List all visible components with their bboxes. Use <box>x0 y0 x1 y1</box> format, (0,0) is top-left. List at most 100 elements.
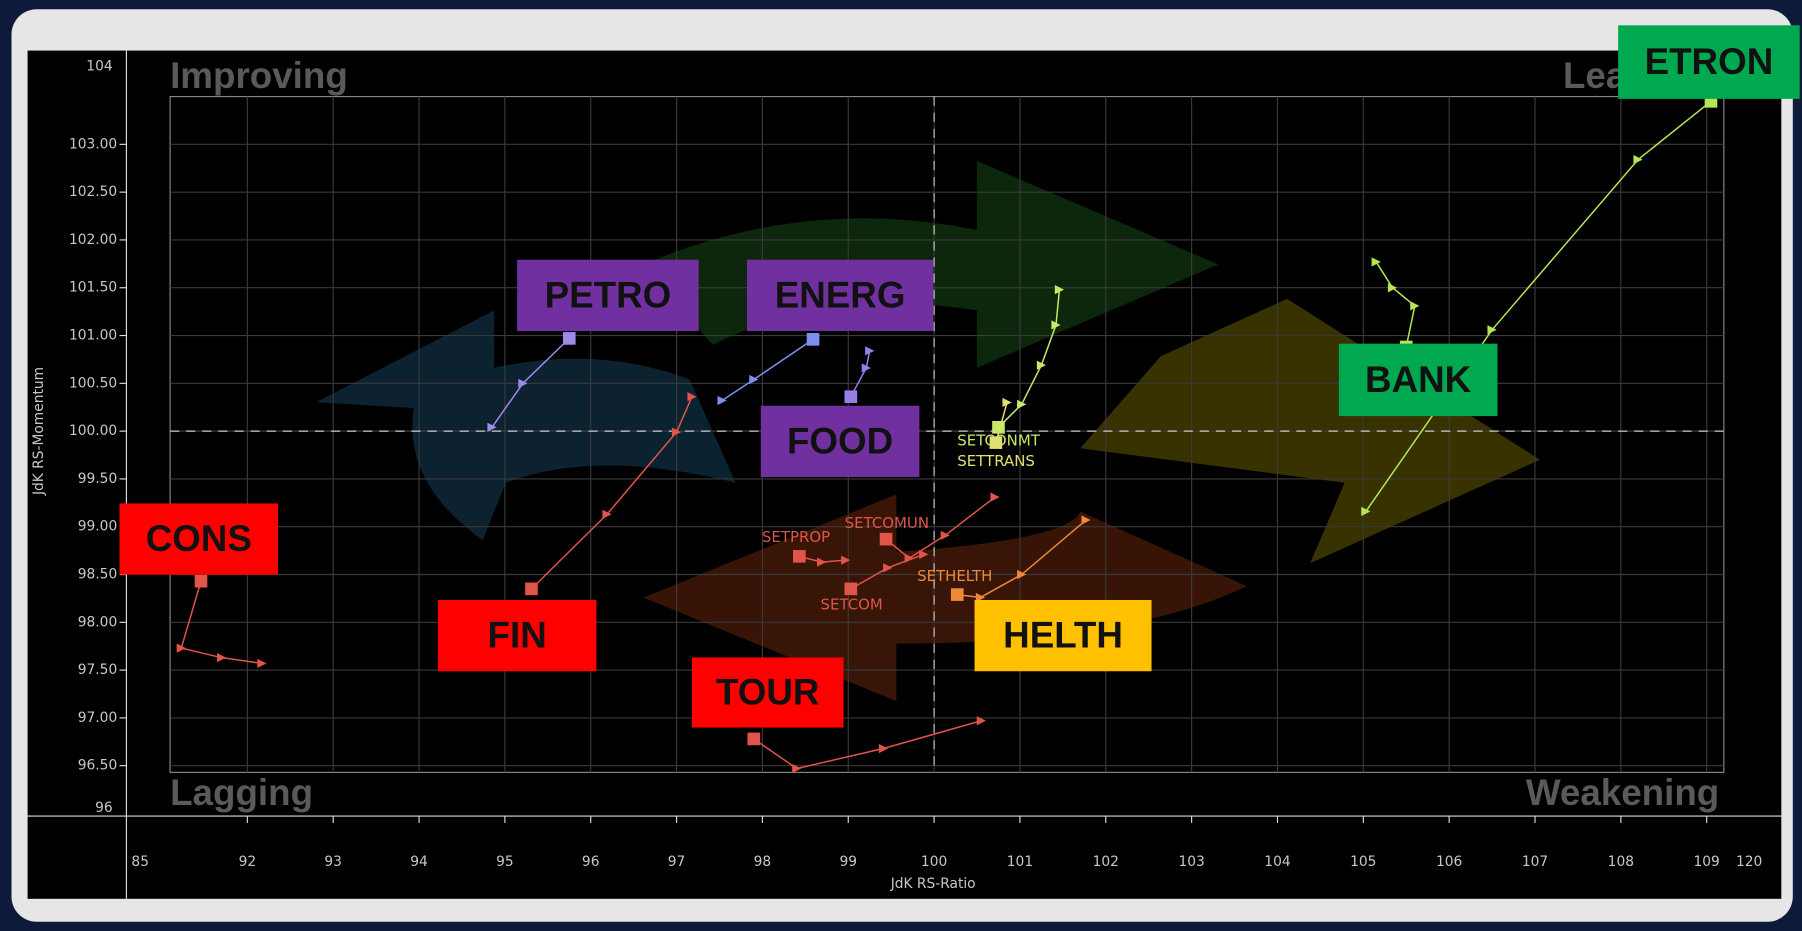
y-tick-label: 97.50 <box>78 662 117 678</box>
tail-marker <box>1017 569 1027 580</box>
y-tick-label: 99.00 <box>78 519 117 535</box>
x-tick-label: 104 <box>1264 854 1290 870</box>
tail-marker <box>216 653 227 663</box>
head-marker <box>879 532 893 546</box>
head-marker <box>806 333 820 346</box>
x-tick-label: 100 <box>921 854 947 870</box>
tail-marker <box>975 592 986 603</box>
tail-marker <box>1371 257 1381 267</box>
tail-marker <box>1054 285 1065 295</box>
quadrant-label: Improving <box>170 55 348 96</box>
tag-box <box>1338 343 1498 417</box>
tail <box>530 396 693 590</box>
y-tick-label: 102.00 <box>69 232 117 248</box>
tag-label: FIN <box>488 615 547 656</box>
series-label: SETPROP <box>762 528 830 546</box>
head-marker <box>844 582 858 596</box>
tail-marker <box>518 378 528 388</box>
tag-box <box>1618 25 1800 99</box>
tag-box <box>119 503 279 575</box>
tag-label: TOUR <box>716 672 819 713</box>
x-tick-label: 106 <box>1436 854 1462 870</box>
tag-label: HELTH <box>1003 615 1123 656</box>
tail-marker <box>976 716 986 726</box>
tail-marker <box>861 363 871 373</box>
y-tick-label: 98.00 <box>78 614 117 630</box>
head-marker <box>747 732 761 746</box>
tail-marker <box>990 492 1000 502</box>
tag-label: ENERG <box>775 274 906 315</box>
tail-marker <box>1002 397 1012 408</box>
x-tick-label: 109 <box>1694 854 1720 870</box>
x-tick-label: 92 <box>239 854 257 870</box>
tail-marker <box>883 563 893 573</box>
tail-marker <box>1081 515 1091 525</box>
head-marker <box>844 390 858 404</box>
axis-end-label: 104 <box>86 59 112 75</box>
tail-marker <box>865 346 875 356</box>
y-tick-label: 99.50 <box>78 471 117 487</box>
head-marker <box>989 436 1003 449</box>
y-tick-label: 101.50 <box>69 280 117 296</box>
plot: 92 93 94 95 96 97 98 99 100 101 102 103 104 105 106 107… <box>69 95 1725 870</box>
x-axis-title: JdK RS-Ratio <box>890 876 976 892</box>
tail-marker <box>1017 399 1027 409</box>
x-tick-label: 95 <box>496 854 514 870</box>
x-tick-label: 108 <box>1608 854 1634 870</box>
y-tick-label: 100.50 <box>69 375 117 391</box>
x-tick-label: 98 <box>754 854 772 870</box>
tail-marker <box>1487 325 1497 335</box>
head-marker <box>525 582 538 596</box>
tail <box>180 580 263 665</box>
tag-box <box>517 259 699 332</box>
x-tick-label: 97 <box>668 854 686 870</box>
y-tick-label: 100.00 <box>69 423 117 439</box>
tags: ETRON BANK PETRO ENERG FOOD CONS FIN TOUR HELTH <box>119 25 1800 728</box>
tag-label: PETRO <box>545 274 672 315</box>
tag-label: FOOD <box>787 420 893 461</box>
tail-marker <box>1410 301 1420 311</box>
y-tick-label: 98.50 <box>78 567 117 583</box>
head-marker <box>792 550 806 563</box>
tail-marker <box>1361 506 1371 517</box>
tail-marker <box>817 557 827 567</box>
tail <box>957 519 1087 599</box>
tail <box>1375 261 1416 348</box>
tail-marker <box>487 422 497 432</box>
tail-marker <box>1387 283 1398 293</box>
arrow <box>643 494 1247 702</box>
x-tick-label: 96 <box>582 854 600 870</box>
tail-marker <box>671 427 682 437</box>
tag-box <box>760 405 920 477</box>
tail <box>995 402 1008 443</box>
tail-marker <box>257 658 267 669</box>
tail-marker <box>792 763 802 774</box>
tag-box <box>437 599 597 672</box>
tail-marker <box>1051 320 1061 330</box>
tail-marker <box>749 374 759 385</box>
tag-label: CONS <box>146 518 252 559</box>
y-axis-title: JdK RS-Momentum <box>31 367 47 496</box>
x-tick-label: 93 <box>324 854 342 870</box>
x-tick-label: 102 <box>1093 854 1119 870</box>
series-label: SETHELTH <box>917 567 992 585</box>
plot-border <box>169 95 1725 773</box>
tail <box>753 720 982 770</box>
tag-box <box>691 657 844 728</box>
tail <box>885 496 996 560</box>
tail-marker <box>717 395 727 406</box>
tail-marker <box>940 530 950 540</box>
x-tick-label: 103 <box>1178 854 1204 870</box>
x-tick-label: 99 <box>839 854 857 870</box>
y-tick-label: 97.00 <box>78 710 117 726</box>
tail-marker <box>841 555 851 565</box>
x-tick-label: 105 <box>1350 854 1376 870</box>
axis-end-label: 120 <box>1736 854 1762 870</box>
quadrant-label: Lagging <box>170 772 313 813</box>
quadrant-label: Weakening <box>1526 772 1719 813</box>
tag-label: ETRON <box>1645 41 1774 82</box>
y-tick-label: 101.00 <box>69 328 117 344</box>
tail <box>1365 100 1712 512</box>
